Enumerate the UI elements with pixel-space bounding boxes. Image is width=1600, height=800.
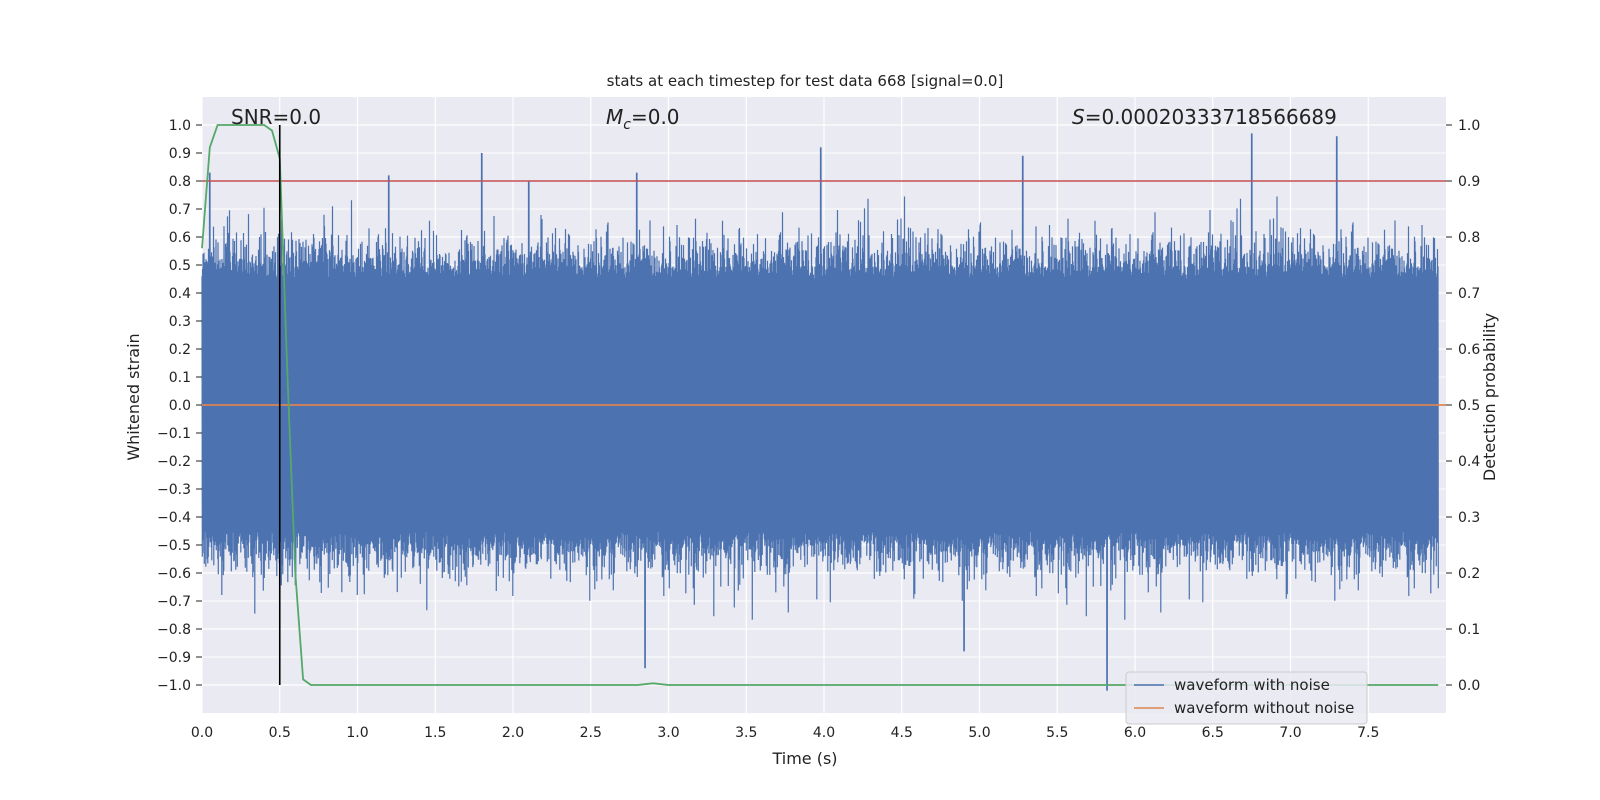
x-tick-label: 6.5 (1202, 725, 1224, 741)
left-y-tick-label: 1.0 (169, 118, 191, 134)
x-tick-label: 0.5 (269, 725, 291, 741)
noise-waveform-path (201, 133, 1439, 691)
x-tick-label: 2.0 (502, 725, 524, 741)
detection-probability-line (201, 124, 1439, 686)
x-tick-label: 4.5 (891, 725, 913, 741)
left-y-tick-label: 0.5 (169, 258, 191, 274)
x-tick-label: 4.0 (813, 725, 835, 741)
x-tick-label: 2.5 (580, 725, 602, 741)
x-tick-label: 5.0 (968, 725, 990, 741)
x-tick-label: 0.0 (191, 725, 213, 741)
left-y-tick-label: 0.2 (169, 342, 191, 358)
x-axis-ticks: 0.0 0.5 1.0 1.5 2.0 2.5 3.0 3.5 4.0 4.5 5.0 5.5 6.0 6… (191, 725, 1380, 741)
left-y-tick-label: −0.1 (157, 426, 191, 442)
right-y-tick-label: 0.4 (1458, 454, 1480, 470)
left-y-tick-label: −1.0 (157, 678, 191, 694)
right-y-tick-label: 0.5 (1458, 398, 1480, 414)
left-y-tick-label: −0.6 (157, 566, 191, 582)
left-y-axis-ticks: 1.0 0.9 0.8 0.7 0.6 0.5 0.4 0.3 0.2 0.1 0.0 −0.1 −0.… (157, 118, 202, 694)
x-tick-label: 1.0 (346, 725, 368, 741)
right-y-tick-label: 0.8 (1458, 230, 1480, 246)
right-y-tick-label: 0.1 (1458, 622, 1480, 638)
s-annotation: S=0.00020333718566689 (1072, 105, 1337, 129)
left-y-tick-label: −0.8 (157, 622, 191, 638)
right-y-tick-label: 0.2 (1458, 566, 1480, 582)
left-y-tick-label: 0.0 (169, 398, 191, 414)
mc-subscript: c (623, 117, 631, 133)
left-y-axis-label: Whitened strain (124, 333, 143, 460)
legend-box (1125, 671, 1368, 725)
left-y-tick-label: 0.4 (169, 286, 191, 302)
right-y-tick-label: 0.0 (1458, 678, 1480, 694)
right-y-axis-ticks: 1.0 0.9 0.8 0.7 0.6 0.5 0.4 0.3 0.2 0.1 0.0 (1446, 118, 1480, 694)
chirp-mass-annotation: Mc=0.0 (606, 105, 680, 133)
left-y-tick-label: −0.9 (157, 650, 191, 666)
right-y-tick-label: 0.7 (1458, 286, 1480, 302)
x-tick-label: 5.5 (1046, 725, 1068, 741)
snr-annotation: SNR=0.0 (231, 105, 321, 129)
mc-symbol: M (606, 105, 623, 129)
mc-value: =0.0 (631, 105, 680, 129)
left-y-tick-label: −0.4 (157, 510, 191, 526)
noise-waveform (201, 133, 1439, 691)
left-y-tick-label: −0.3 (157, 482, 191, 498)
x-tick-label: 1.5 (424, 725, 446, 741)
x-tick-label: 6.0 (1124, 725, 1146, 741)
right-y-tick-label: 0.9 (1458, 174, 1480, 190)
s-value: =0.00020333718566689 (1085, 105, 1337, 129)
left-y-tick-label: 0.1 (169, 370, 191, 386)
left-y-tick-label: 0.8 (169, 174, 191, 190)
x-tick-label: 3.0 (657, 725, 679, 741)
legend-label-clean: waveform without noise (1174, 699, 1354, 717)
x-tick-label: 3.5 (735, 725, 757, 741)
right-y-tick-label: 0.3 (1458, 510, 1480, 526)
left-y-tick-label: 0.7 (169, 202, 191, 218)
x-axis-label: Time (s) (771, 749, 837, 768)
right-y-tick-label: 0.6 (1458, 342, 1480, 358)
legend: waveform with noise waveform without noi… (1125, 671, 1368, 725)
left-y-tick-label: 0.6 (169, 230, 191, 246)
left-y-tick-label: 0.9 (169, 146, 191, 162)
left-y-tick-label: −0.2 (157, 454, 191, 470)
chart-title: stats at each timestep for test data 668… (607, 72, 1004, 90)
s-symbol: S (1072, 105, 1085, 129)
right-y-tick-label: 1.0 (1458, 118, 1480, 134)
right-y-axis-label: Detection probability (1480, 313, 1499, 481)
legend-label-noise: waveform with noise (1174, 676, 1330, 694)
left-y-tick-label: −0.5 (157, 538, 191, 554)
left-y-tick-label: −0.7 (157, 594, 191, 610)
x-tick-label: 7.0 (1279, 725, 1301, 741)
x-tick-label: 7.5 (1357, 725, 1379, 741)
left-y-tick-label: 0.3 (169, 314, 191, 330)
